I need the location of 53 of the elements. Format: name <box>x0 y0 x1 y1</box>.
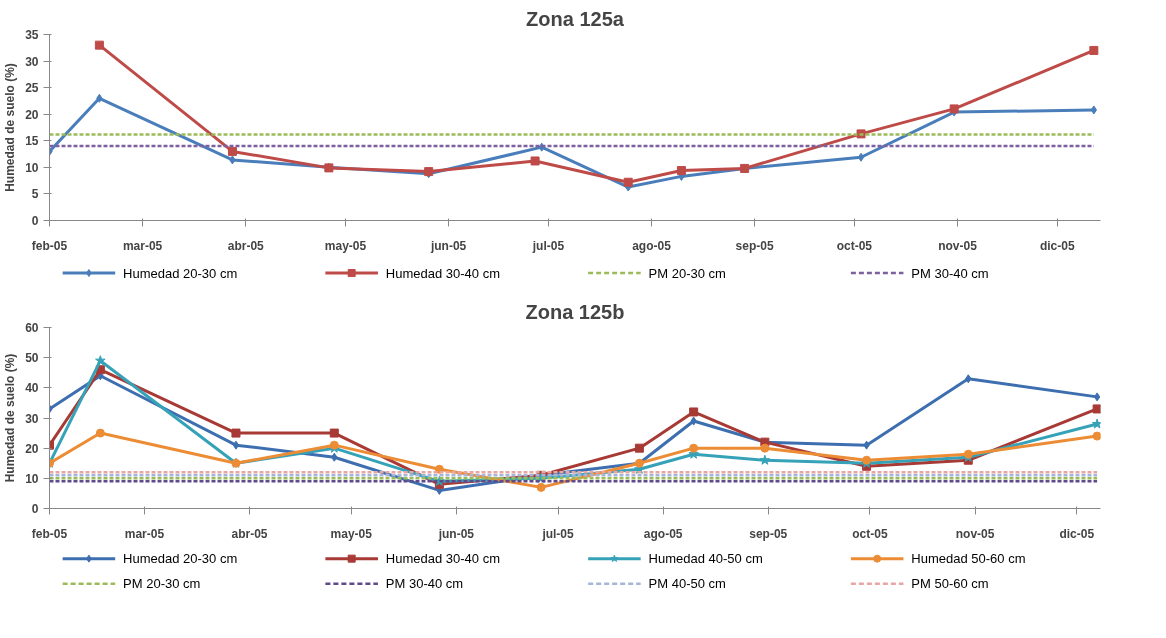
y-tick-label: 0 <box>31 502 39 516</box>
legend-label: Humedad 50-60 cm <box>911 551 1026 567</box>
x-tick-label: sep-05 <box>735 238 774 253</box>
y-tick-label: 15 <box>25 134 39 149</box>
y-axis-title: Humedad de suelo (%) <box>3 353 18 483</box>
legend-label: Humedad 30-40 cm <box>385 265 500 281</box>
y-tick-label: 30 <box>25 411 39 426</box>
x-tick-label: nov-05 <box>955 526 995 541</box>
chart-title: Zona 125b <box>525 300 625 323</box>
legend-label: PM 30-40 cm <box>911 265 989 281</box>
x-tick-label: mar-05 <box>122 238 163 253</box>
x-tick-label: abr-05 <box>231 526 268 541</box>
x-tick-label: mar-05 <box>124 526 165 541</box>
x-tick-label: nov-05 <box>938 238 978 253</box>
x-tick-label: dic-05 <box>1039 238 1075 253</box>
x-tick-label: sep-05 <box>749 526 788 541</box>
y-tick-label: 25 <box>25 81 39 96</box>
y-tick-label: 10 <box>25 471 39 486</box>
legend-label: Humedad 30-40 cm <box>385 551 500 567</box>
y-tick-label: 40 <box>25 381 39 396</box>
y-axis-title: Humedad de suelo (%) <box>3 63 18 192</box>
x-tick-label: ago-05 <box>632 238 672 253</box>
y-tick-label: 35 <box>25 28 39 42</box>
x-tick-label: jul-05 <box>541 526 575 541</box>
legend-label: Humedad 20-30 cm <box>123 265 238 281</box>
x-tick-label: oct-05 <box>852 526 888 541</box>
y-tick-label: 60 <box>25 321 39 335</box>
x-tick-label: jun-05 <box>437 526 475 541</box>
x-tick-label: may-05 <box>330 526 373 541</box>
legend-label: PM 50-60 cm <box>911 576 989 592</box>
legend-label: PM 40-50 cm <box>648 576 726 592</box>
x-tick-label: jul-05 <box>531 238 565 253</box>
y-tick-label: 20 <box>25 107 39 122</box>
x-tick-label: may-05 <box>324 238 367 253</box>
y-tick-label: 20 <box>25 441 39 456</box>
legend-label: PM 20-30 cm <box>123 576 201 592</box>
y-tick-label: 0 <box>31 214 39 228</box>
x-tick-label: feb-05 <box>31 238 68 253</box>
x-tick-label: ago-05 <box>643 526 683 541</box>
y-tick-label: 5 <box>31 187 39 202</box>
x-tick-label: feb-05 <box>31 526 68 541</box>
x-tick-label: dic-05 <box>1059 526 1095 541</box>
chart-title: Zona 125a <box>526 7 625 30</box>
legend-label: PM 20-30 cm <box>648 265 726 281</box>
x-tick-label: oct-05 <box>836 238 873 253</box>
legend-label: Humedad 40-50 cm <box>648 551 763 567</box>
y-tick-label: 50 <box>25 351 39 366</box>
x-tick-label: jun-05 <box>429 238 467 253</box>
legend-label: PM 30-40 cm <box>385 576 464 592</box>
y-tick-label: 30 <box>25 54 39 69</box>
x-tick-label: abr-05 <box>227 238 265 253</box>
y-tick-label: 10 <box>25 160 39 175</box>
legend-label: Humedad 20-30 cm <box>123 551 238 567</box>
